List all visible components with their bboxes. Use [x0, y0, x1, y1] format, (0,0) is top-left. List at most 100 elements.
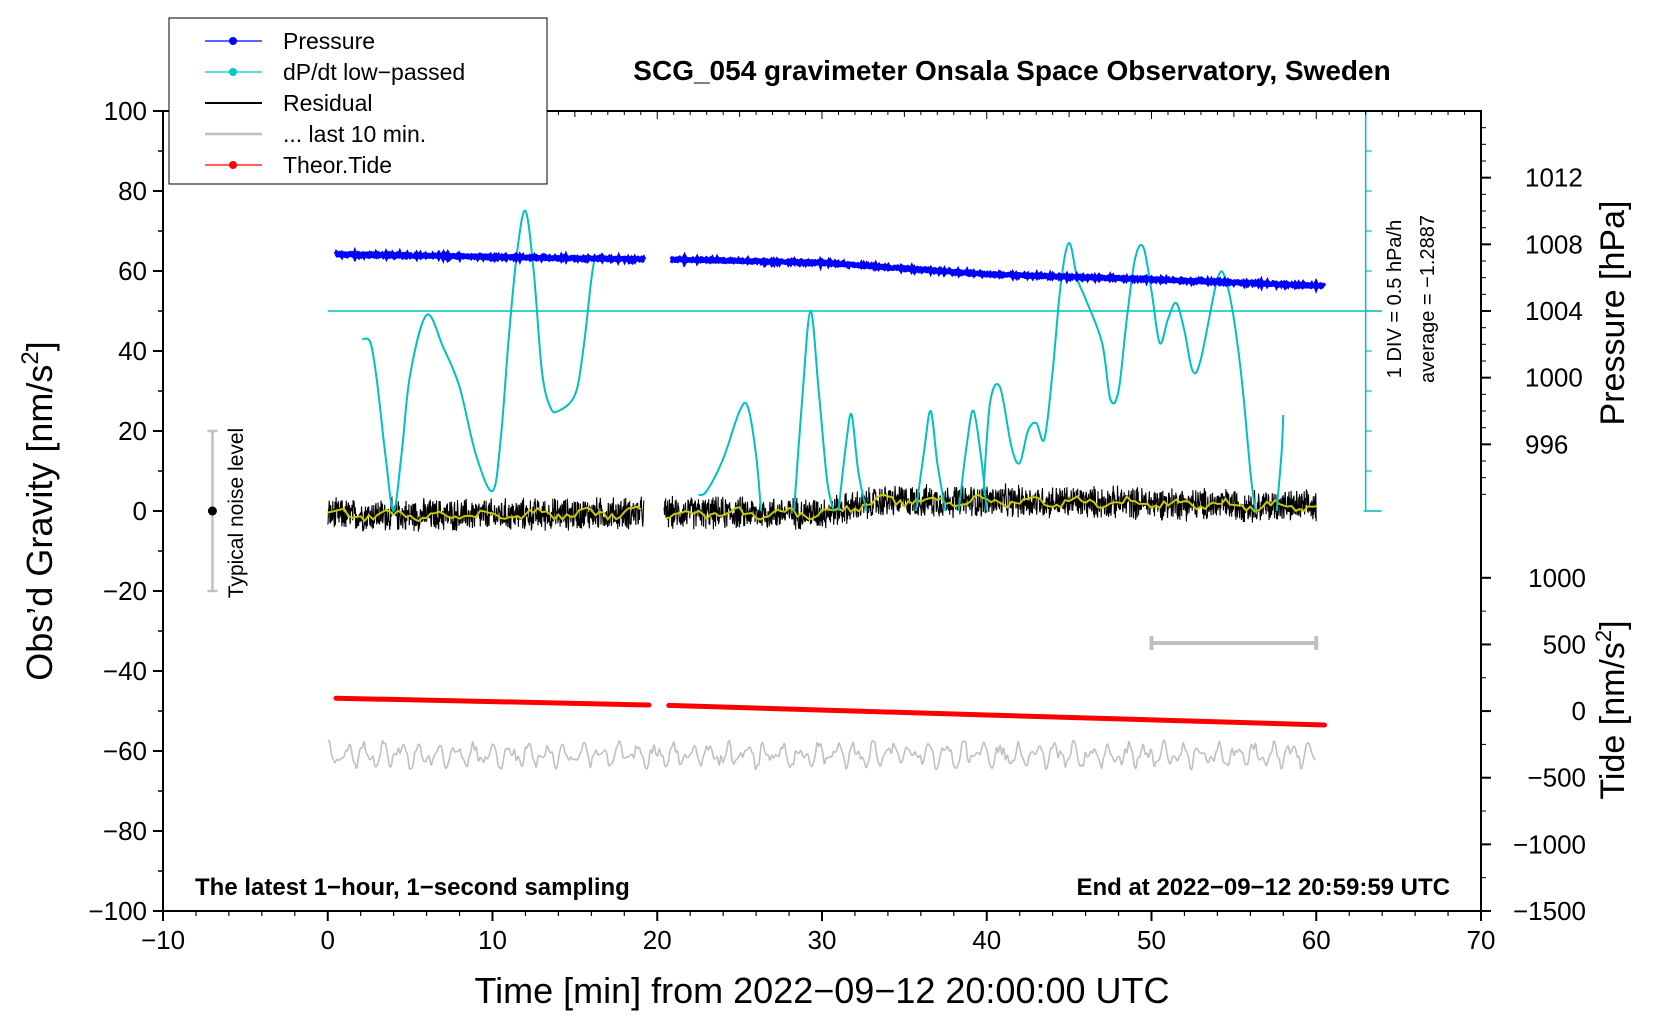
- pressure-point: [900, 265, 904, 269]
- pressure-point: [907, 267, 911, 271]
- residual-trace: [327, 483, 1317, 532]
- legend-label: Residual: [283, 90, 373, 116]
- pressure-point: [372, 254, 377, 259]
- pressure-point: [972, 271, 977, 276]
- pressure-point: [406, 252, 411, 257]
- tide-axis-label: Tide [nm/s2]: [1591, 620, 1632, 799]
- legend-label: Theor.Tide: [283, 152, 392, 178]
- pressure-point: [673, 258, 677, 262]
- pressure-point: [1167, 279, 1172, 284]
- pressure-point: [1058, 274, 1062, 279]
- pressure-point: [565, 255, 569, 259]
- y-axis-label-main: Obs’d Gravity [nm/s: [19, 365, 60, 681]
- pressure-point: [1233, 281, 1238, 286]
- pressure-point: [473, 254, 477, 259]
- legend-marker: [229, 68, 237, 76]
- pressure-point: [808, 260, 812, 264]
- residual-smoothed-trace: [327, 493, 1317, 523]
- x-tick-label: 70: [1467, 925, 1496, 955]
- pressure-point: [706, 258, 711, 263]
- tide-tick-label: 1000: [1528, 563, 1586, 593]
- pressure-point: [631, 259, 636, 263]
- y-tick-label: 20: [118, 416, 147, 446]
- tide-tick-label: −1500: [1513, 896, 1586, 926]
- pressure-point: [891, 266, 895, 271]
- y-tick-label: −60: [103, 736, 147, 766]
- pressure-point: [1248, 280, 1253, 284]
- pressure-point: [962, 269, 967, 274]
- pressure-point: [1024, 275, 1028, 279]
- y-tick-label: −40: [103, 656, 147, 686]
- dpdt-div-label: 1 DIV = 0.5 hPa/h: [1384, 220, 1406, 378]
- pressure-point: [916, 267, 920, 272]
- pressure-point: [695, 259, 699, 263]
- end-time-note: End at 2022−09−12 20:59:59 UTC: [1076, 874, 1450, 901]
- pressure-point: [772, 258, 777, 262]
- legend-label: ... last 10 min.: [283, 121, 426, 147]
- y-tick-label: 60: [118, 256, 147, 286]
- pressure-point: [1163, 276, 1168, 281]
- y-axis-label-sup: 2: [17, 351, 44, 364]
- legend: Pressure dP/dt low−passed Residual ... last…: [168, 17, 548, 185]
- tide-trace: [333, 695, 652, 708]
- pressure-point: [1033, 273, 1037, 277]
- pressure-point: [722, 258, 726, 262]
- pressure-point: [1308, 285, 1313, 289]
- pressure-point: [811, 262, 816, 266]
- pressure-point: [454, 256, 459, 260]
- y-tick-label: 40: [118, 336, 147, 366]
- y-tick-label: −100: [88, 896, 147, 926]
- pressure-point: [467, 254, 471, 258]
- noise-bar-center: [207, 506, 217, 516]
- tide-tick-label: 500: [1543, 629, 1586, 659]
- pressure-tick-label: 1012: [1525, 163, 1583, 193]
- pressure-point: [504, 255, 509, 260]
- pressure-point: [354, 251, 358, 256]
- pressure-point: [1223, 280, 1227, 284]
- pressure-point: [400, 253, 405, 258]
- pressure-point: [779, 258, 784, 262]
- pressure-point: [1205, 281, 1209, 286]
- pressure-tick-label: 1004: [1525, 296, 1583, 326]
- chart-title: SCG_054 gravimeter Onsala Space Observat…: [633, 55, 1390, 86]
- pressure-point: [365, 253, 369, 257]
- pressure-point: [918, 267, 923, 271]
- pressure-point: [340, 252, 344, 256]
- pressure-point: [596, 255, 601, 259]
- pressure-point: [1160, 277, 1164, 282]
- noise-level-label: Typical noise level: [225, 428, 248, 598]
- pressure-point: [384, 254, 389, 259]
- pressure-point: [510, 256, 515, 261]
- pressure-point: [581, 257, 586, 261]
- dpdt-trace-segment: [361, 209, 596, 513]
- x-axis-label: Time [min] from 2022−09−12 20:00:00 UTC: [474, 970, 1169, 1011]
- pressure-point: [716, 259, 721, 263]
- pressure-point: [1145, 278, 1150, 282]
- pressure-point: [684, 257, 688, 262]
- pressure-point: [1319, 283, 1324, 287]
- tide-trace: [666, 702, 1327, 728]
- legend-marker: [229, 37, 237, 45]
- pressure-point: [1040, 274, 1044, 279]
- sampling-note: The latest 1−hour, 1−second sampling: [195, 874, 630, 901]
- y-tick-label: −80: [103, 816, 147, 846]
- pressure-point: [357, 252, 362, 256]
- pressure-axis-label: Pressure [hPa]: [1594, 201, 1632, 426]
- data-layer: [327, 111, 1383, 771]
- pressure-point: [1055, 275, 1059, 280]
- y-tick-label: 100: [104, 96, 147, 126]
- x-tick-label: 60: [1302, 925, 1331, 955]
- dpdt-trace-segment: [1275, 414, 1285, 512]
- pressure-point: [1051, 276, 1055, 280]
- pressure-point: [632, 256, 636, 261]
- pressure-point: [884, 264, 889, 268]
- tide-axis-label-close: ]: [1594, 620, 1632, 629]
- last10-trace: [327, 739, 1317, 771]
- pressure-point: [1286, 281, 1290, 286]
- pressure-point: [1178, 277, 1183, 281]
- pressure-point: [1098, 277, 1102, 281]
- pressure-point: [561, 257, 566, 262]
- pressure-point: [821, 260, 825, 265]
- pressure-point: [536, 254, 541, 259]
